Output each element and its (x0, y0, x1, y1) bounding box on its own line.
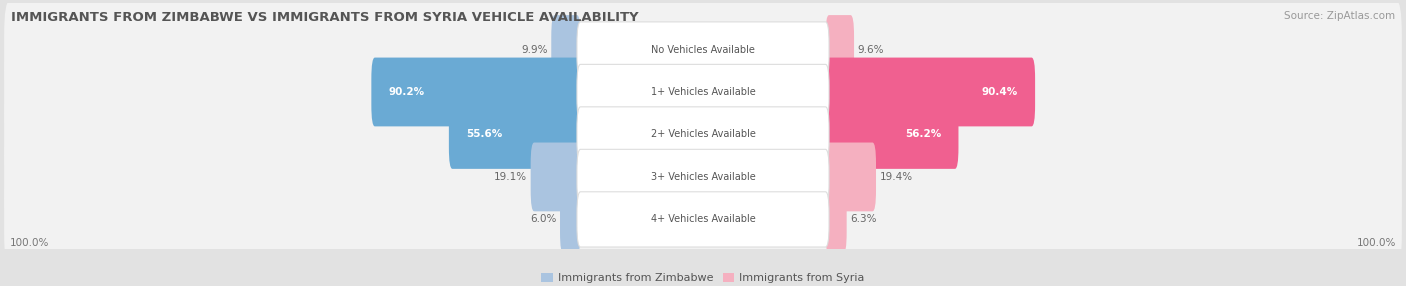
Text: Source: ZipAtlas.com: Source: ZipAtlas.com (1284, 11, 1395, 21)
Text: 55.6%: 55.6% (467, 130, 502, 140)
FancyBboxPatch shape (4, 86, 1402, 183)
FancyBboxPatch shape (551, 15, 581, 84)
FancyBboxPatch shape (4, 128, 1402, 226)
Text: 2+ Vehicles Available: 2+ Vehicles Available (651, 130, 755, 140)
FancyBboxPatch shape (4, 43, 1402, 141)
Text: 6.3%: 6.3% (851, 214, 877, 225)
Legend: Immigrants from Zimbabwe, Immigrants from Syria: Immigrants from Zimbabwe, Immigrants fro… (537, 269, 869, 286)
FancyBboxPatch shape (560, 185, 581, 254)
FancyBboxPatch shape (576, 107, 830, 162)
Text: 3+ Vehicles Available: 3+ Vehicles Available (651, 172, 755, 182)
FancyBboxPatch shape (576, 22, 830, 77)
Text: IMMIGRANTS FROM ZIMBABWE VS IMMIGRANTS FROM SYRIA VEHICLE AVAILABILITY: IMMIGRANTS FROM ZIMBABWE VS IMMIGRANTS F… (11, 11, 638, 24)
Text: 6.0%: 6.0% (530, 214, 557, 225)
Text: 100.0%: 100.0% (1357, 238, 1396, 248)
Text: No Vehicles Available: No Vehicles Available (651, 45, 755, 55)
FancyBboxPatch shape (825, 15, 853, 84)
FancyBboxPatch shape (825, 185, 846, 254)
Text: 19.1%: 19.1% (494, 172, 527, 182)
FancyBboxPatch shape (576, 149, 830, 204)
Text: 56.2%: 56.2% (904, 130, 941, 140)
Text: 19.4%: 19.4% (880, 172, 912, 182)
FancyBboxPatch shape (576, 64, 830, 120)
Text: 100.0%: 100.0% (10, 238, 49, 248)
FancyBboxPatch shape (825, 57, 1035, 126)
Text: 9.6%: 9.6% (858, 45, 884, 55)
Text: 1+ Vehicles Available: 1+ Vehicles Available (651, 87, 755, 97)
FancyBboxPatch shape (4, 170, 1402, 268)
FancyBboxPatch shape (4, 1, 1402, 98)
Text: 90.4%: 90.4% (981, 87, 1018, 97)
Text: 9.9%: 9.9% (522, 45, 548, 55)
FancyBboxPatch shape (825, 100, 959, 169)
FancyBboxPatch shape (449, 100, 581, 169)
Text: 90.2%: 90.2% (389, 87, 425, 97)
FancyBboxPatch shape (371, 57, 581, 126)
Text: 4+ Vehicles Available: 4+ Vehicles Available (651, 214, 755, 225)
FancyBboxPatch shape (530, 142, 581, 211)
FancyBboxPatch shape (576, 192, 830, 247)
FancyBboxPatch shape (825, 142, 876, 211)
